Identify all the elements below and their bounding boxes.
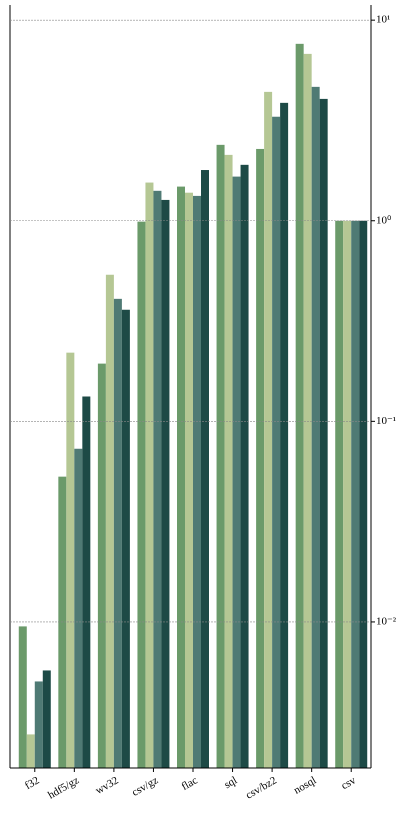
x-tick-label: csv: [339, 774, 358, 792]
x-tick-label: nosql: [292, 774, 319, 796]
bar: [264, 91, 273, 769]
bar: [42, 670, 51, 768]
bar: [58, 476, 67, 768]
bar: [216, 144, 225, 769]
bar: [113, 298, 122, 768]
bars: [18, 43, 368, 769]
x-tick-label: hdf5/gz: [46, 774, 81, 801]
bar: [34, 681, 43, 768]
bar: [280, 102, 289, 768]
x-tick-label: sql: [222, 774, 239, 791]
y-tick-label: 10⁰: [376, 214, 392, 226]
bar: [66, 352, 75, 768]
bar: [224, 154, 233, 768]
bar: [193, 195, 201, 769]
bar: [177, 186, 185, 769]
bar: [74, 448, 83, 768]
bar: [161, 199, 170, 769]
bar: [145, 182, 154, 769]
bar: [319, 98, 328, 769]
bar: [18, 626, 27, 768]
bar: [311, 86, 320, 769]
x-tick-label: flac: [179, 774, 199, 793]
bar: [121, 309, 130, 768]
y-tick-label: 10⁻²: [376, 615, 397, 627]
bar: [153, 190, 162, 769]
x-tick-label: f32: [23, 774, 42, 792]
bar: [272, 116, 281, 768]
bar: [137, 221, 146, 769]
bar: [303, 53, 312, 769]
bar: [201, 170, 209, 769]
bar: [240, 164, 249, 769]
x-tick-label: csv/gz: [130, 774, 160, 799]
bar: [295, 43, 304, 768]
bar: [256, 148, 265, 768]
x-tick-label: wv32: [93, 774, 120, 797]
bar: [97, 363, 106, 768]
labels: 10⁻² 10⁻¹ 10⁰ 10¹ f32 hdf5/gz wv32 csv/gz flac sq…: [10, 14, 397, 802]
bar: [351, 220, 360, 768]
bar: [26, 734, 35, 768]
bar: [185, 192, 193, 769]
bar: [343, 220, 352, 768]
bar: [335, 220, 344, 768]
y-tick-label: 10⁻¹: [376, 415, 396, 427]
bar: [232, 176, 241, 768]
x-tick-label: csv/bz2: [244, 774, 279, 801]
bar: [105, 274, 114, 768]
y-tick-label: 10¹: [376, 14, 390, 26]
bar: [82, 396, 91, 768]
bar: [359, 220, 368, 768]
